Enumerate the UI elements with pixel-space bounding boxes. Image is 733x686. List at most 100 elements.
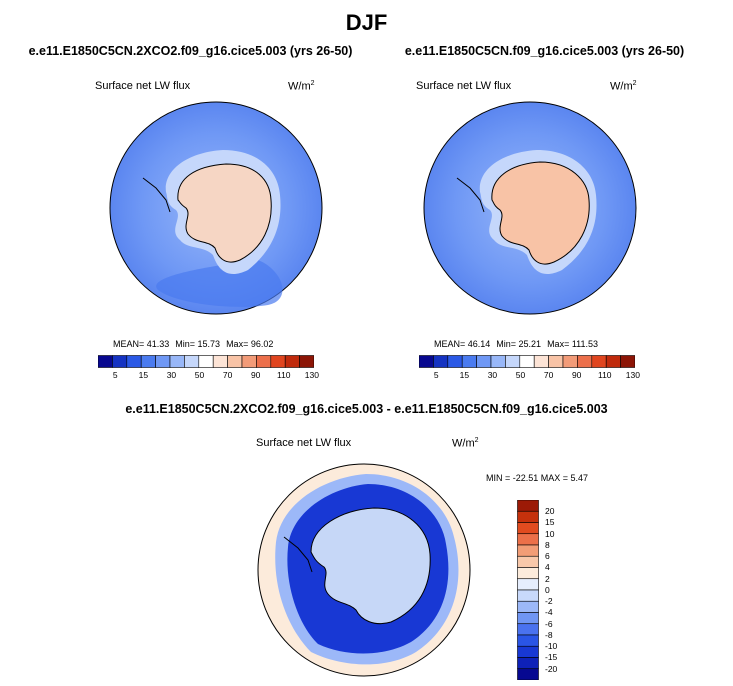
colorbar-swatch — [461, 355, 477, 368]
panel-3-tick: 10 — [545, 529, 555, 539]
panel-2-peninsula — [456, 177, 485, 213]
colorbar-swatch — [212, 355, 228, 368]
panel-3-antarctica — [310, 507, 431, 625]
panel-1-tick: 130 — [304, 370, 319, 380]
panel-1-peninsula — [142, 177, 171, 213]
colorbar-swatch — [140, 355, 156, 368]
colorbar-swatch — [169, 355, 185, 368]
panel-1-tick: 110 — [276, 370, 291, 380]
panel-1-tick: 50 — [194, 370, 205, 380]
colorbar-swatch — [517, 657, 539, 670]
panel-3-tick: -20 — [545, 664, 558, 674]
colorbar-swatch — [517, 668, 539, 680]
colorbar-swatch — [517, 634, 539, 647]
panel-2-colorbar-ticks: 5 15 30 50 70 90 110 130 — [419, 370, 640, 382]
colorbar-swatch — [533, 355, 549, 368]
panel-3-tick: 4 — [545, 562, 550, 572]
panel-3-tick: 15 — [545, 517, 555, 527]
panel-2-colorbar — [419, 355, 635, 368]
panel-2-tick: 70 — [543, 370, 554, 380]
colorbar-swatch — [155, 355, 171, 368]
panel-3-colorbar-ticks: 20 15 10 8 6 4 2 0 -2 -4 -6 -8 -10 -15 -… — [545, 500, 575, 680]
colorbar-swatch — [227, 355, 243, 368]
panel-2-tick: 30 — [487, 370, 498, 380]
colorbar-swatch — [126, 355, 142, 368]
panel-3-tick: -2 — [545, 596, 553, 606]
panel-1-variable: Surface net LW flux — [95, 80, 191, 92]
panel-1-colorbar-ticks: 5 15 30 50 70 90 110 130 — [98, 370, 319, 382]
panel-2-tick: 90 — [571, 370, 582, 380]
panel-3-colorbar — [517, 500, 539, 680]
panel-1-units: W/m2 — [288, 80, 315, 93]
colorbar-swatch — [198, 355, 214, 368]
colorbar-swatch — [433, 355, 449, 368]
panel-3-stats: MIN = -22.51 MAX = 5.47 — [486, 473, 589, 483]
colorbar-swatch — [241, 355, 257, 368]
panel-1-case-title: e.e11.E1850C5CN.2XCO2.f09_g16.cice5.003 … — [28, 44, 353, 58]
colorbar-swatch — [577, 355, 593, 368]
colorbar-swatch — [517, 533, 539, 546]
colorbar-swatch — [112, 355, 128, 368]
panel-2-tick: 50 — [515, 370, 526, 380]
panel-3-map — [257, 463, 471, 677]
colorbar-swatch — [517, 555, 539, 568]
colorbar-swatch — [505, 355, 521, 368]
colorbar-swatch — [256, 355, 272, 368]
colorbar-swatch — [476, 355, 492, 368]
panel-2-variable: Surface net LW flux — [416, 80, 512, 92]
colorbar-swatch — [562, 355, 578, 368]
colorbar-swatch — [447, 355, 463, 368]
panel-1-tick: 70 — [222, 370, 233, 380]
panel-2-tick: 110 — [597, 370, 612, 380]
colorbar-swatch — [548, 355, 564, 368]
panel-3-tick: 0 — [545, 585, 550, 595]
colorbar-swatch — [517, 600, 539, 613]
panel-3-tick: -10 — [545, 641, 558, 651]
panel-1-stats: MEAN= 41.33 Min= 15.73 Max= 96.02 — [113, 339, 274, 349]
panel-3-peninsula — [283, 536, 313, 573]
panel-3-tick: 8 — [545, 540, 550, 550]
colorbar-swatch — [270, 355, 286, 368]
colorbar-swatch — [517, 589, 539, 602]
panel-3-tick: -15 — [545, 652, 558, 662]
panel-2-tick: 15 — [459, 370, 470, 380]
panel-1-tick: 90 — [250, 370, 261, 380]
colorbar-swatch — [299, 355, 314, 368]
colorbar-swatch — [620, 355, 635, 368]
panel-1-band — [156, 260, 283, 307]
colorbar-swatch — [517, 645, 539, 658]
colorbar-swatch — [517, 612, 539, 625]
panel-3-variable: Surface net LW flux — [256, 437, 352, 449]
season-title: DJF — [345, 10, 388, 35]
panel-3-tick: -4 — [545, 607, 553, 617]
panel-2-tick: 5 — [433, 370, 439, 380]
colorbar-swatch — [517, 623, 539, 636]
panel-3-tick: 2 — [545, 574, 550, 584]
panel-1-antarctica — [177, 163, 272, 263]
panel-3-tick: -6 — [545, 619, 553, 629]
panel-2-stats: MEAN= 46.14 Min= 25.21 Max= 111.53 — [434, 339, 599, 349]
panel-3-tick: 6 — [545, 551, 550, 561]
panel-3-case-title: e.e11.E1850C5CN.2XCO2.f09_g16.cice5.003 … — [125, 402, 608, 416]
colorbar-swatch — [519, 355, 535, 368]
panel-3-units: W/m2 — [452, 437, 479, 450]
colorbar-swatch — [517, 544, 539, 557]
colorbar-swatch — [517, 510, 539, 523]
colorbar-swatch — [517, 578, 539, 591]
panel-1-tick: 15 — [138, 370, 149, 380]
colorbar-swatch — [517, 522, 539, 535]
colorbar-swatch — [605, 355, 621, 368]
panel-2-tick: 130 — [625, 370, 640, 380]
panel-1-tick: 30 — [166, 370, 177, 380]
colorbar-swatch — [591, 355, 607, 368]
colorbar-swatch — [419, 355, 434, 368]
panel-2-case-title: e.e11.E1850C5CN.f09_g16.cice5.003 (yrs 2… — [404, 44, 685, 58]
colorbar-swatch — [184, 355, 200, 368]
colorbar-swatch — [517, 500, 539, 512]
panel-2-map — [423, 101, 637, 315]
panel-1-colorbar — [98, 355, 314, 368]
colorbar-swatch — [490, 355, 506, 368]
panel-1-tick: 5 — [112, 370, 118, 380]
panel-2-units: W/m2 — [610, 80, 637, 93]
colorbar-swatch — [284, 355, 300, 368]
